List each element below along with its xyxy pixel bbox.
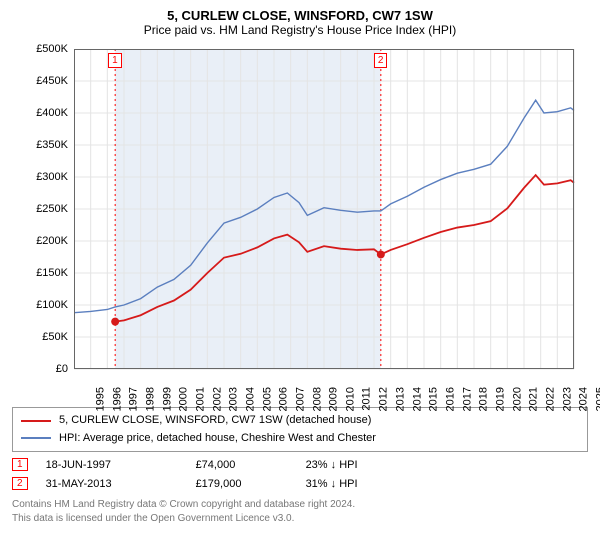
chart-area: £0 £50K £100K £150K £200K £250K £300K £350K £400… [12, 41, 588, 401]
chart-title: 5, CURLEW CLOSE, WINSFORD, CW7 1SW [12, 8, 588, 23]
x-tick-label: 2003 [228, 387, 240, 411]
x-tick-label: 2023 [561, 387, 573, 411]
footnote: Contains HM Land Registry data © Crown c… [12, 498, 588, 526]
transaction-row: 1 18-JUN-1997£74,00023% ↓ HPI [12, 458, 588, 471]
x-tick-label: 2012 [378, 387, 390, 411]
y-tick-label: £0 [56, 363, 68, 375]
x-tick-label: 2016 [444, 387, 456, 411]
y-tick-label: £450K [36, 75, 68, 87]
chart-svg [74, 49, 576, 371]
x-tick-label: 2000 [178, 387, 190, 411]
x-tick-label: 2019 [494, 387, 506, 411]
x-tick-label: 1997 [128, 387, 140, 411]
x-tick-label: 2025 [594, 387, 600, 411]
x-tick-label: 2014 [411, 387, 423, 411]
x-tick-label: 2022 [544, 387, 556, 411]
y-tick-label: £250K [36, 203, 68, 215]
transaction-date: 31-MAY-2013 [46, 478, 196, 490]
footnote-line2: This data is licensed under the Open Gov… [12, 513, 294, 524]
x-tick-label: 1998 [144, 387, 156, 411]
x-tick-label: 2004 [244, 387, 256, 411]
transactions-list: 1 18-JUN-1997£74,00023% ↓ HPI 2 31-MAY-2013… [12, 458, 588, 490]
legend-swatch [21, 420, 51, 422]
x-tick-label: 2002 [211, 387, 223, 411]
y-tick-label: £50K [42, 331, 68, 343]
y-tick-label: £350K [36, 139, 68, 151]
transaction-price: £74,000 [196, 459, 306, 471]
legend-label: HPI: Average price, detached house, Ches… [59, 430, 376, 448]
x-tick-label: 2006 [278, 387, 290, 411]
y-tick-label: £200K [36, 235, 68, 247]
x-tick-label: 2010 [344, 387, 356, 411]
x-tick-label: 2018 [478, 387, 490, 411]
chart-subtitle: Price paid vs. HM Land Registry's House … [12, 23, 588, 37]
transaction-price: £179,000 [196, 478, 306, 490]
x-tick-label: 2017 [461, 387, 473, 411]
transaction-delta: 31% ↓ HPI [306, 478, 358, 490]
transaction-marker: 1 [12, 458, 28, 471]
x-tick-label: 2008 [311, 387, 323, 411]
x-tick-label: 2011 [360, 387, 372, 411]
transaction-row: 2 31-MAY-2013£179,00031% ↓ HPI [12, 477, 588, 490]
legend-box: 5, CURLEW CLOSE, WINSFORD, CW7 1SW (deta… [12, 407, 588, 452]
transaction-delta: 23% ↓ HPI [306, 459, 358, 471]
x-tick-label: 2021 [528, 387, 540, 411]
x-tick-label: 2024 [578, 387, 590, 411]
sale-marker: 2 [374, 53, 388, 68]
x-tick-label: 2009 [328, 387, 340, 411]
y-tick-label: £300K [36, 171, 68, 183]
x-tick-label: 1996 [111, 387, 123, 411]
x-tick-label: 1999 [161, 387, 173, 411]
legend-row: HPI: Average price, detached house, Ches… [21, 430, 579, 448]
footnote-line1: Contains HM Land Registry data © Crown c… [12, 499, 355, 510]
x-tick-label: 2001 [194, 387, 206, 411]
x-tick-label: 2005 [261, 387, 273, 411]
transaction-date: 18-JUN-1997 [46, 459, 196, 471]
y-tick-label: £400K [36, 107, 68, 119]
x-tick-label: 2007 [294, 387, 306, 411]
x-tick-label: 1995 [94, 387, 106, 411]
y-tick-label: £150K [36, 267, 68, 279]
x-tick-label: 2020 [511, 387, 523, 411]
sale-marker: 1 [108, 53, 122, 68]
y-tick-label: £100K [36, 299, 68, 311]
legend-label: 5, CURLEW CLOSE, WINSFORD, CW7 1SW (deta… [59, 412, 371, 430]
x-tick-label: 2015 [428, 387, 440, 411]
legend-row: 5, CURLEW CLOSE, WINSFORD, CW7 1SW (deta… [21, 412, 579, 430]
y-tick-label: £500K [36, 43, 68, 55]
transaction-marker: 2 [12, 477, 28, 490]
legend-swatch [21, 437, 51, 439]
x-tick-label: 2013 [394, 387, 406, 411]
